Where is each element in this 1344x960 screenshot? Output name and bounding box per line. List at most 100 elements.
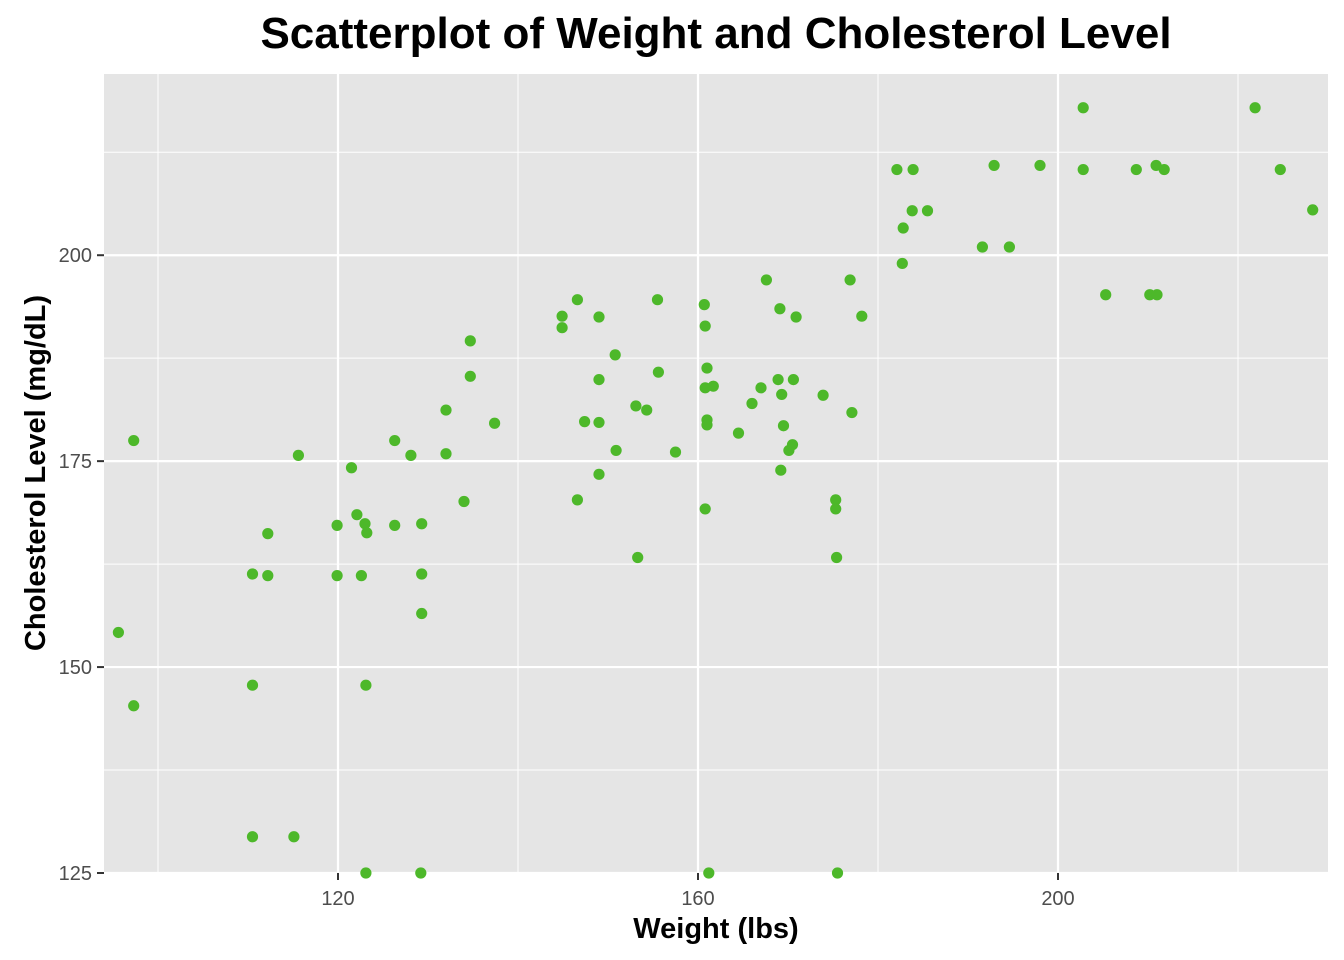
x-axis-title: Weight (lbs): [633, 913, 798, 945]
data-point: [288, 831, 300, 843]
data-points: [112, 102, 1319, 879]
data-point: [389, 519, 401, 531]
data-point: [698, 299, 710, 311]
data-point: [776, 388, 788, 401]
data-point: [246, 831, 259, 843]
data-point: [976, 241, 989, 253]
data-point: [416, 518, 428, 530]
x-tick-label: 120: [321, 888, 354, 910]
x-tick-label: 160: [681, 888, 714, 910]
data-point: [856, 310, 868, 322]
plot-panel: [104, 74, 1328, 873]
data-point: [415, 867, 427, 879]
y-axis-title: Cholesterol Level (mg/dL): [20, 295, 52, 651]
data-point: [707, 380, 719, 392]
data-point: [651, 294, 664, 306]
y-tick-label: 125: [59, 863, 92, 885]
data-point: [351, 509, 363, 521]
chart-title: Scatterplot of Weight and Cholesterol Le…: [260, 9, 1171, 58]
data-point: [1077, 163, 1089, 176]
data-point: [760, 274, 773, 286]
data-point: [701, 362, 713, 374]
data-point: [790, 311, 802, 323]
data-point: [416, 607, 428, 620]
data-point: [732, 427, 745, 439]
data-point: [772, 373, 784, 386]
data-point: [891, 163, 903, 176]
data-point: [405, 449, 417, 461]
data-point: [464, 335, 476, 347]
x-tick-label: 200: [1041, 888, 1074, 910]
data-point: [292, 449, 304, 461]
data-point: [787, 373, 800, 386]
data-point: [331, 570, 343, 582]
data-point: [755, 382, 767, 394]
data-point: [897, 222, 909, 234]
data-point: [1151, 289, 1163, 301]
data-point: [1307, 204, 1319, 216]
data-point: [907, 163, 919, 176]
data-point: [571, 294, 584, 306]
data-point: [262, 570, 274, 582]
data-point: [361, 527, 373, 539]
data-point: [579, 416, 591, 428]
data-point: [610, 444, 622, 457]
data-point: [896, 257, 908, 270]
data-point: [817, 389, 829, 401]
data-point: [669, 446, 682, 458]
data-point: [593, 416, 605, 429]
data-point: [906, 205, 918, 217]
y-axis-ticks: 125 150 175 200: [59, 245, 104, 885]
data-point: [1249, 102, 1261, 114]
data-point: [774, 303, 786, 315]
data-point: [389, 434, 401, 447]
data-point: [360, 867, 372, 879]
data-point: [593, 311, 605, 323]
data-point: [128, 434, 140, 447]
data-point: [701, 419, 713, 431]
data-point: [556, 322, 568, 334]
x-axis-ticks: 120 160 200: [321, 873, 1075, 910]
data-point: [775, 464, 787, 476]
data-point: [593, 468, 605, 480]
data-point: [355, 570, 367, 582]
data-point: [1158, 163, 1170, 176]
data-point: [641, 404, 653, 416]
data-point: [1003, 241, 1016, 253]
data-point: [440, 404, 452, 416]
data-point: [1100, 289, 1112, 301]
data-point: [360, 679, 372, 691]
data-point: [1130, 163, 1142, 176]
minor-gridlines: [104, 74, 1328, 873]
data-point: [464, 370, 476, 382]
data-point: [440, 448, 452, 460]
major-gridlines: [104, 74, 1328, 875]
data-point: [921, 205, 934, 217]
data-point: [345, 462, 358, 474]
y-tick-label: 150: [59, 657, 92, 679]
data-point: [830, 503, 842, 515]
data-point: [571, 494, 584, 506]
data-point: [1274, 163, 1286, 176]
data-point: [246, 568, 259, 580]
data-point: [246, 679, 259, 691]
data-point: [831, 551, 843, 564]
data-point: [593, 373, 605, 386]
data-point: [786, 439, 799, 451]
data-point: [458, 495, 470, 508]
y-tick-label: 200: [59, 245, 92, 267]
data-point: [746, 397, 758, 410]
data-point: [844, 274, 856, 286]
data-point: [262, 528, 274, 540]
data-point: [699, 503, 711, 515]
data-point: [1077, 102, 1089, 114]
data-point: [846, 406, 858, 419]
data-point: [416, 568, 428, 580]
data-point: [489, 417, 501, 429]
data-point: [609, 349, 621, 361]
data-point: [831, 867, 844, 879]
data-point: [988, 159, 1000, 172]
data-point: [699, 320, 711, 332]
